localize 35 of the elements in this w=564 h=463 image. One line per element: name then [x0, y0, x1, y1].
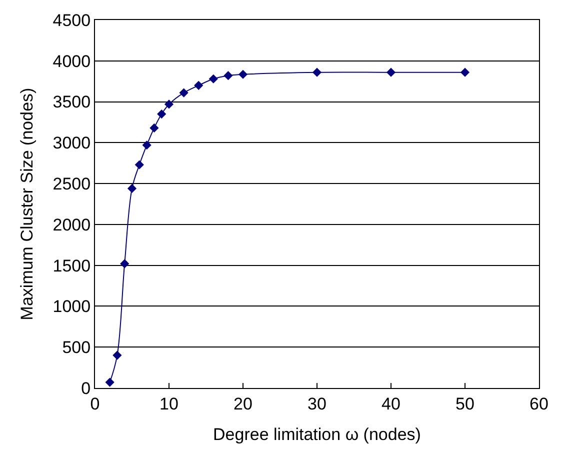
- point: [224, 71, 233, 80]
- y-tick-label: 3500: [52, 92, 91, 112]
- point: [194, 80, 204, 90]
- point: [312, 68, 322, 77]
- y-tick-label: 3000: [52, 134, 91, 153]
- y-tick-label: 4000: [52, 52, 91, 71]
- y-axis-title: Maximum Cluster Size (nodes): [17, 88, 36, 320]
- y-tick-label: 2000: [52, 215, 91, 234]
- point: [208, 74, 218, 84]
- y-tick-label: 500: [62, 338, 91, 358]
- point: [120, 259, 130, 268]
- y-tick-label: 0: [81, 378, 91, 398]
- point: [164, 100, 174, 109]
- y-tick-label: 1500: [52, 256, 91, 276]
- x-tick-label: 20: [234, 394, 252, 414]
- x-tick-label: 30: [308, 394, 326, 414]
- point: [142, 140, 152, 150]
- point: [238, 70, 248, 79]
- point: [127, 184, 137, 194]
- y-tick-label: 2500: [52, 174, 91, 194]
- point: [179, 88, 188, 98]
- point: [150, 123, 159, 132]
- point: [157, 109, 166, 119]
- y-tick-label: 1000: [52, 297, 91, 316]
- point: [460, 68, 470, 77]
- x-tick-label: 60: [530, 394, 548, 414]
- x-tick-label: 40: [382, 394, 400, 414]
- point: [105, 378, 114, 387]
- x-tick-label: 10: [160, 394, 178, 414]
- point: [134, 160, 144, 170]
- point: [386, 68, 396, 77]
- x-axis-title: Degree limitation ω (nodes): [213, 424, 421, 444]
- x-tick-label: 50: [456, 394, 474, 414]
- y-tick-label: 4500: [52, 10, 91, 30]
- point: [112, 350, 122, 360]
